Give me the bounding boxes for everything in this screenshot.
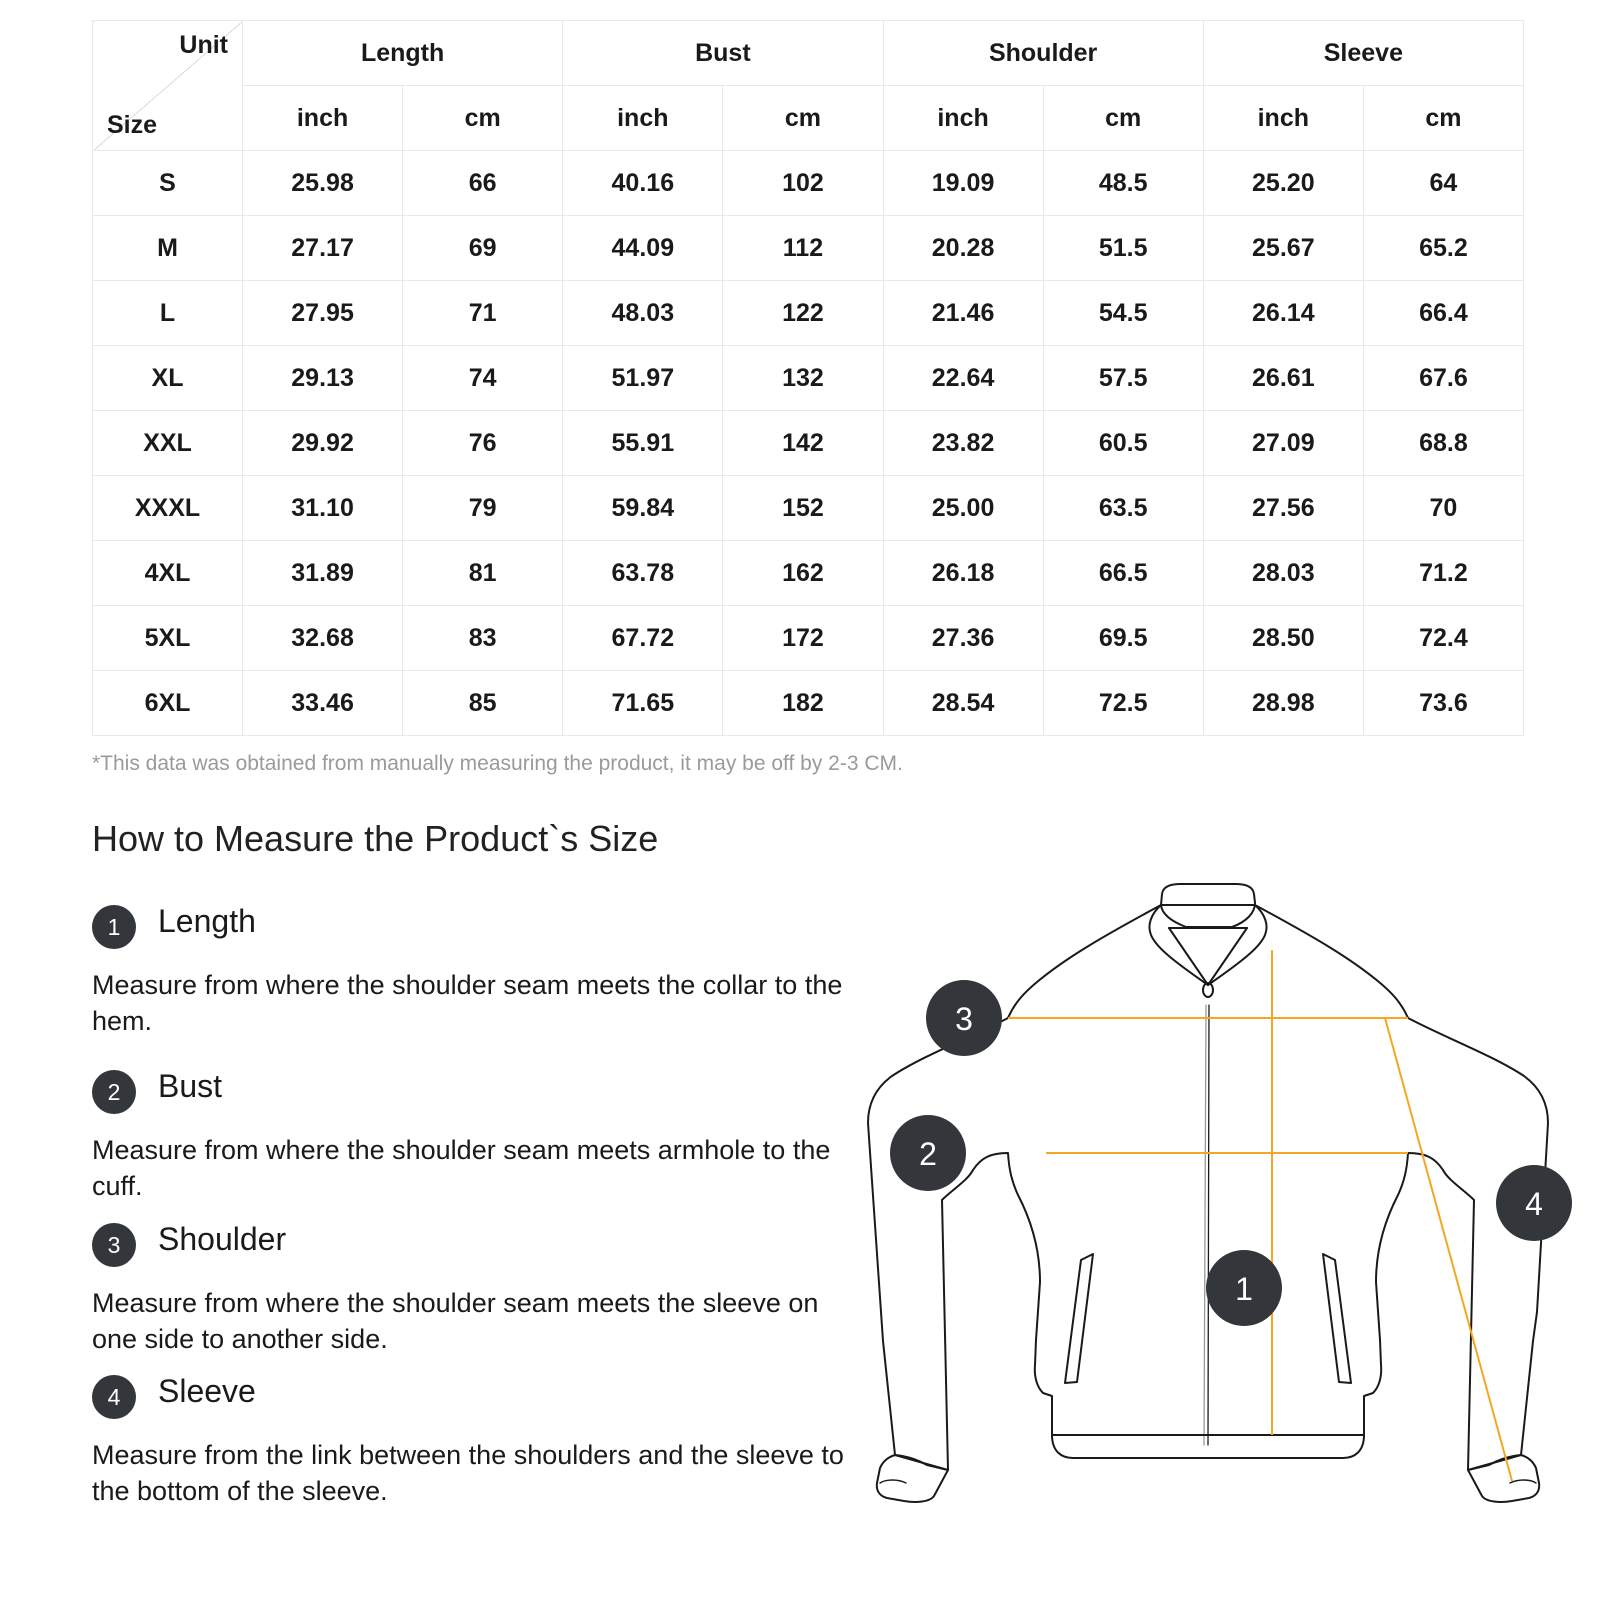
svg-text:3: 3	[955, 1001, 973, 1037]
svg-text:2: 2	[919, 1136, 937, 1172]
svg-text:4: 4	[1525, 1186, 1543, 1222]
svg-text:1: 1	[1235, 1271, 1253, 1307]
